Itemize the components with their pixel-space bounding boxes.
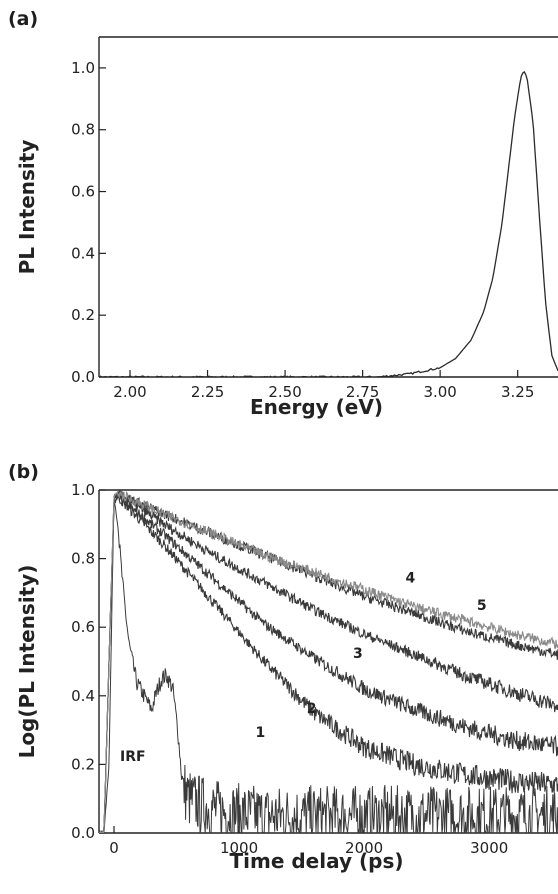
decay-curve-2 — [99, 493, 558, 833]
decay-curve-irf — [99, 495, 558, 833]
panel-a: (a) 0.0 0.2 0.4 0.6 0.8 1.0 2.00 2.25 2.50 2.75 3.0… — [8, 8, 558, 419]
decay-curve-1 — [99, 495, 558, 833]
plot-area — [99, 70, 558, 377]
y-tick-label: 0.4 — [71, 687, 95, 705]
x-tick-label: 0 — [109, 839, 119, 857]
x-tick-label: 3.00 — [423, 383, 456, 401]
series-label-irf: IRF — [120, 749, 146, 765]
x-tick-label: 2.25 — [191, 383, 224, 401]
y-tick-label: 0.4 — [71, 244, 95, 262]
y-tick-label: 0.0 — [71, 824, 95, 842]
pl-spectrum-line — [99, 70, 558, 377]
x-tick-label: 3.25 — [501, 383, 534, 401]
panel-b: (b) 0.0 0.2 0.4 0.6 0.8 1.0 0 1000 2000 3000 Time d… — [8, 461, 558, 873]
x-tick-label: 1000 — [220, 839, 258, 857]
x-tick-label: 2.00 — [113, 383, 146, 401]
series-label-1: 1 — [255, 725, 265, 741]
y-tick-label: 0.8 — [71, 121, 95, 139]
series-label-5: 5 — [477, 598, 487, 614]
x-tick-label: 3000 — [470, 839, 508, 857]
x-axis-title: Energy (eV) — [250, 395, 383, 419]
y-tick-label: 1.0 — [71, 481, 95, 499]
panel-label: (b) — [8, 461, 39, 483]
series-label-4: 4 — [406, 571, 416, 587]
y-tick-label: 0.2 — [71, 755, 95, 773]
y-tick-label: 0.6 — [71, 618, 95, 636]
x-tick-label: 2.75 — [346, 383, 379, 401]
series-label-2: 2 — [307, 701, 317, 717]
decay-curve-5 — [99, 490, 558, 833]
x-axis-title: Time delay (ps) — [230, 849, 404, 873]
y-tick-label: 0.0 — [71, 368, 95, 386]
decay-curve-3 — [99, 489, 558, 833]
decay-curve-4 — [99, 491, 558, 833]
y-tick-label: 0.8 — [71, 550, 95, 568]
x-tick-label: 2000 — [345, 839, 383, 857]
y-axis-title: PL Intensity — [15, 140, 39, 275]
y-tick-label: 0.2 — [71, 306, 95, 324]
panel-label: (a) — [8, 8, 38, 30]
plot-area — [99, 489, 558, 833]
y-axis-title: Log(PL Intensity) — [15, 565, 39, 759]
y-tick-label: 1.0 — [71, 59, 95, 77]
y-tick-label: 0.6 — [71, 183, 95, 201]
series-label-3: 3 — [353, 646, 363, 662]
x-tick-label: 2.50 — [268, 383, 301, 401]
